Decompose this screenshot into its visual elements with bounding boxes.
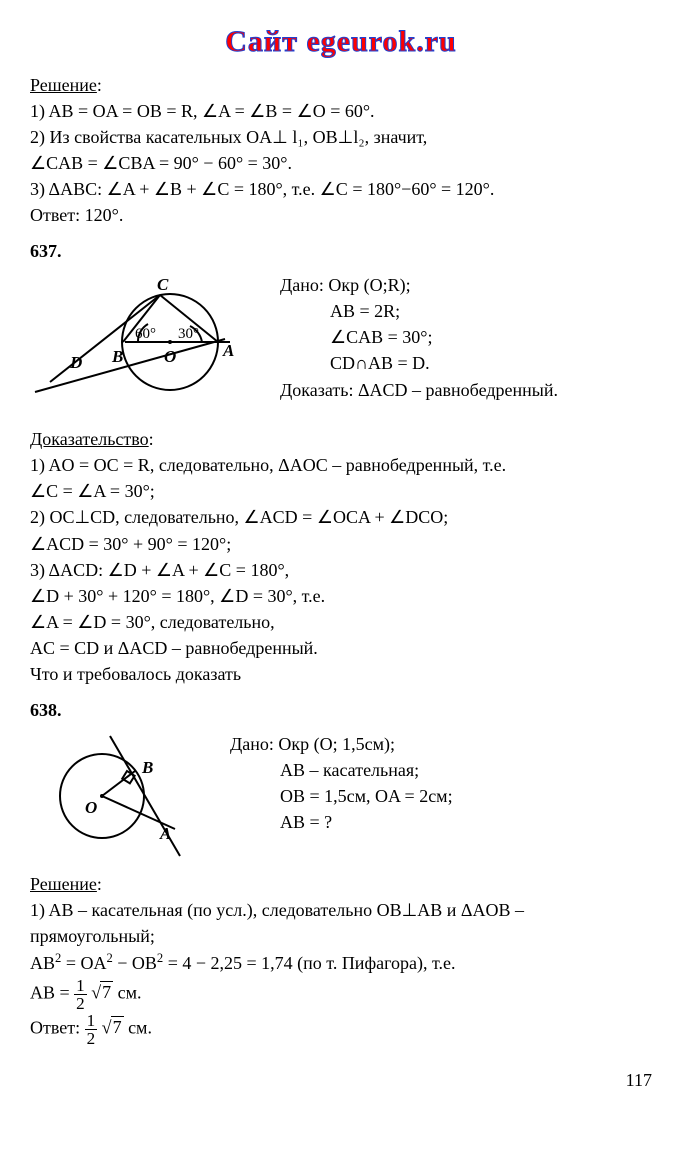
given-638: Дано: Окр (O; 1,5см); AB – касательная; … [230,731,652,835]
given-637: Дано: Окр (O;R); AB = 2R; ∠CAB = 30°; CD… [280,272,652,402]
page-number: 117 [30,1067,652,1093]
proof-line: 2) OC⊥CD, следовательно, ∠ACD = ∠OCA + ∠… [30,504,652,530]
svg-text:B: B [111,347,123,366]
problem-number-637: 637. [30,238,652,264]
solution-636: Решение: 1) AB = OA = OB = R, ∠A = ∠B = … [30,72,652,229]
svg-text:D: D [69,353,82,372]
given-line: Дано: Окр (O;R); [280,272,652,298]
svg-text:A: A [159,824,171,843]
diagram-637: C D B O A 60° 30° [30,272,260,412]
solution-heading: Решение [30,874,97,894]
problem-number-638: 638. [30,697,652,723]
svg-text:C: C [157,275,169,294]
proof-line: 3) ΔACD: ∠D + ∠A + ∠C = 180°, [30,557,652,583]
solution-answer: Ответ: 12 √7 см. [30,1012,652,1047]
proof-line: AC = CD и ΔACD – равнобедренный. [30,635,652,661]
given-line: Доказать: ΔACD – равнобедренный. [280,377,652,403]
proof-line: 1) AO = OC = R, следовательно, ΔAOC – ра… [30,452,652,478]
given-line: CD∩AB = D. [280,350,652,376]
problem-638-row: O B A Дано: Окр (O; 1,5см); AB – касател… [30,731,652,861]
solution-answer: Ответ: 120°. [30,202,652,228]
proof-line: ∠A = ∠D = 30°, следовательно, [30,609,652,635]
svg-text:60°: 60° [135,326,156,342]
proof-line: Что и требовалось доказать [30,661,652,687]
proof-heading: Доказательство [30,429,149,449]
proof-line: ∠ACD = 30° + 90° = 120°; [30,531,652,557]
given-line: OB = 1,5см, OA = 2см; [230,783,652,809]
solution-line: прямоугольный; [30,923,652,949]
solution-line: ∠CAB = ∠CBA = 90° − 60° = 30°. [30,150,652,176]
solution-line: AB2 = OA2 − OB2 = 4 − 2,25 = 1,74 (по т.… [30,949,652,976]
proof-line: ∠C = ∠A = 30°; [30,478,652,504]
svg-text:30°: 30° [178,326,199,342]
given-line: ∠CAB = 30°; [280,324,652,350]
diagram-638: O B A [30,731,210,861]
svg-text:O: O [85,798,97,817]
problem-637-row: C D B O A 60° 30° Дано: Окр (O;R); AB = … [30,272,652,412]
solution-line: 3) ΔABC: ∠A + ∠B + ∠C = 180°, т.е. ∠C = … [30,176,652,202]
given-line: AB = ? [230,809,652,835]
solution-line: 2) Из свойства касательных OA⊥ l₁, OB⊥l₂… [30,124,652,150]
solution-line: AB = 12 √7 см. [30,977,652,1012]
svg-text:A: A [222,341,234,360]
solution-638: Решение: 1) AB – касательная (по усл.), … [30,871,652,1047]
given-line: AB = 2R; [280,298,652,324]
site-watermark: Сайт egeurok.ru [30,20,652,64]
proof-line: ∠D + 30° + 120° = 180°, ∠D = 30°, т.е. [30,583,652,609]
solution-line: 1) AB = OA = OB = R, ∠A = ∠B = ∠O = 60°. [30,98,652,124]
svg-text:O: O [164,347,176,366]
svg-text:B: B [141,758,153,777]
given-line: Дано: Окр (O; 1,5см); [230,731,652,757]
solution-heading: Решение [30,75,97,95]
solution-line: 1) AB – касательная (по усл.), следовате… [30,897,652,923]
given-line: AB – касательная; [230,757,652,783]
proof-637: Доказательство: 1) AO = OC = R, следоват… [30,426,652,687]
